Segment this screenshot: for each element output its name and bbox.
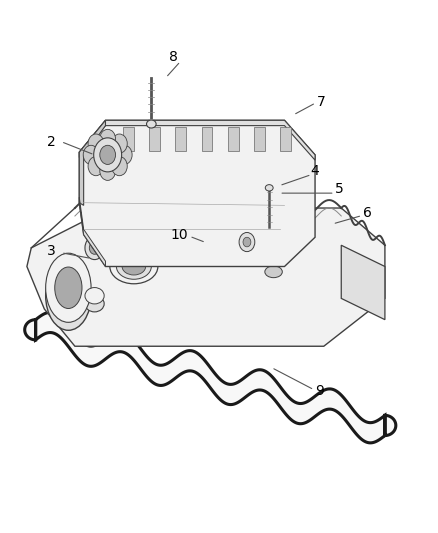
Circle shape	[112, 134, 127, 153]
Circle shape	[117, 146, 132, 165]
Circle shape	[239, 232, 255, 252]
Circle shape	[243, 237, 251, 247]
Ellipse shape	[265, 266, 283, 278]
Polygon shape	[193, 237, 205, 253]
Polygon shape	[228, 127, 239, 151]
Polygon shape	[79, 120, 106, 205]
Ellipse shape	[85, 287, 104, 304]
Polygon shape	[220, 246, 231, 261]
Ellipse shape	[122, 258, 146, 275]
Polygon shape	[27, 208, 385, 346]
Circle shape	[83, 146, 99, 165]
Circle shape	[94, 138, 122, 172]
Polygon shape	[280, 127, 291, 151]
Circle shape	[88, 157, 104, 176]
Text: 4: 4	[311, 164, 319, 178]
Circle shape	[89, 241, 100, 254]
Text: 2: 2	[46, 134, 55, 149]
Ellipse shape	[46, 261, 91, 330]
Ellipse shape	[265, 184, 273, 191]
Polygon shape	[79, 120, 315, 160]
Polygon shape	[149, 127, 160, 151]
Ellipse shape	[110, 249, 158, 284]
Circle shape	[100, 130, 116, 149]
Polygon shape	[25, 312, 396, 443]
Text: 3: 3	[46, 244, 55, 257]
Ellipse shape	[147, 120, 156, 128]
Ellipse shape	[171, 223, 184, 230]
Text: 6: 6	[363, 206, 372, 220]
Text: 8: 8	[169, 50, 177, 63]
Circle shape	[100, 161, 116, 180]
Ellipse shape	[55, 267, 82, 309]
Circle shape	[100, 146, 116, 165]
Text: 9: 9	[315, 384, 324, 399]
Polygon shape	[341, 245, 385, 320]
Ellipse shape	[220, 244, 231, 249]
Ellipse shape	[46, 253, 91, 322]
Text: 10: 10	[171, 228, 188, 241]
Circle shape	[112, 157, 127, 176]
Polygon shape	[175, 127, 186, 151]
Polygon shape	[171, 227, 184, 243]
Ellipse shape	[282, 230, 296, 239]
Text: 7: 7	[317, 95, 326, 109]
Ellipse shape	[117, 254, 151, 279]
Ellipse shape	[85, 295, 104, 312]
Ellipse shape	[193, 234, 205, 240]
Polygon shape	[254, 127, 265, 151]
Text: 5: 5	[335, 182, 343, 197]
Polygon shape	[201, 127, 212, 151]
Circle shape	[88, 134, 104, 153]
Polygon shape	[79, 120, 315, 266]
Polygon shape	[123, 127, 134, 151]
Circle shape	[85, 236, 104, 260]
Polygon shape	[79, 197, 106, 266]
